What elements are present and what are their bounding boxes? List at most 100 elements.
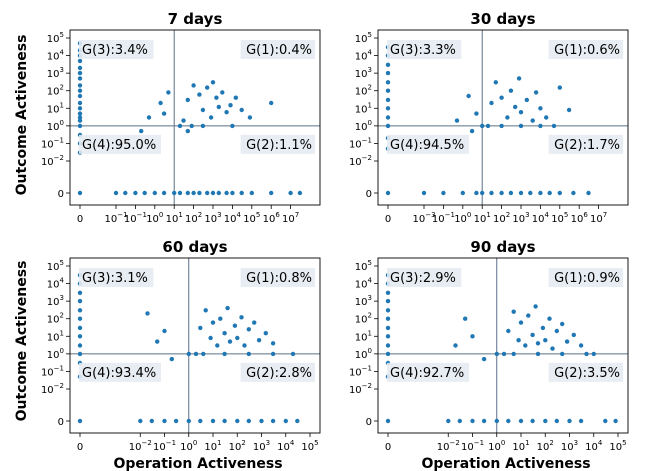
y-tick-label: 0 <box>366 417 372 428</box>
y-tick-label: 10−1 <box>349 136 372 150</box>
scatter-point <box>259 418 264 424</box>
scatter-point <box>185 97 190 103</box>
x-tick-label: 100 <box>454 211 471 225</box>
x-tick-label: 107 <box>590 211 607 225</box>
scatter-point <box>613 418 618 424</box>
quadrant-label-g4: G(4):94.5% <box>390 138 464 153</box>
scatter-point <box>540 325 546 331</box>
scatter-point <box>560 321 565 327</box>
scatter-point <box>145 311 150 316</box>
scatter-point <box>225 305 230 311</box>
scatter-point <box>77 418 83 424</box>
scatter-point <box>133 190 138 196</box>
scatter-point <box>263 331 268 336</box>
scatter-point <box>385 190 391 196</box>
x-tick-label: 10−3 <box>412 211 435 225</box>
scatter-point <box>227 339 233 344</box>
scatter-point <box>77 111 83 116</box>
x-tick-label: 100 <box>488 439 505 453</box>
scatter-point <box>162 328 167 334</box>
plot-frame <box>69 29 321 206</box>
scatter-point <box>469 128 475 134</box>
quadrant-label-g1: G(1):0.6% <box>554 43 620 58</box>
scatter-point <box>270 341 276 346</box>
y-tick-label: 101 <box>47 101 64 115</box>
scatter-point <box>161 111 167 116</box>
panels: 7 days G(3):3.4% G(1):0.4% G(4):95.0% G(2):1… <box>41 10 629 453</box>
quadrant-label-g1: G(1):0.9% <box>554 271 620 286</box>
scatter-point <box>77 106 83 111</box>
scatter-point <box>198 325 203 331</box>
scatter-point <box>162 418 167 424</box>
y-tick-label: 100 <box>47 119 64 133</box>
quadrant-label-bg <box>548 268 623 287</box>
y-tick-label: 0 <box>58 189 64 200</box>
scatter-point <box>161 190 167 196</box>
scatter-point <box>295 418 300 424</box>
scatter-point <box>481 418 487 424</box>
quadrant-label-bg <box>548 134 623 154</box>
y-tick-label: 102 <box>355 312 372 326</box>
x-tick-label: 10−1 <box>124 211 147 225</box>
scatter-point <box>205 85 210 90</box>
y-tick-label: 104 <box>47 277 65 291</box>
scatter-point <box>489 190 494 196</box>
scatter-point <box>385 123 391 129</box>
y-tick-label: 102 <box>47 312 64 326</box>
scatter-point <box>77 290 83 295</box>
y-tick-label: 0 <box>58 417 64 428</box>
scatter-point <box>186 418 191 424</box>
x-tick-label: 104 <box>585 439 603 453</box>
quadrant-label-g4: G(4):92.7% <box>390 366 464 381</box>
quadrant-label-g3: G(3):2.9% <box>390 271 456 286</box>
scatter-point <box>530 118 535 123</box>
scatter-point <box>270 351 276 357</box>
scatter-point <box>530 332 535 338</box>
scatter-point <box>290 351 296 357</box>
x-tick-label: 105 <box>551 211 568 225</box>
scatter-point <box>288 190 293 196</box>
scatter-point <box>210 190 216 196</box>
scatter-point <box>385 334 391 339</box>
scatter-point <box>457 418 462 424</box>
scatter-point <box>186 351 191 357</box>
panel-1: 7 days G(3):3.4% G(1):0.4% G(4):95.0% G(2):1… <box>41 10 321 225</box>
x-tick-label: 107 <box>282 211 299 225</box>
panel-title: 7 days <box>168 10 223 28</box>
y-tick-label: 103 <box>355 66 372 80</box>
scatter-point <box>547 316 552 321</box>
y-tick-label: 102 <box>355 84 372 98</box>
scatter-point <box>494 418 499 424</box>
scatter-point <box>591 351 596 357</box>
scatter-point <box>421 190 427 196</box>
scatter-point <box>208 335 213 341</box>
scatter-point <box>543 418 548 424</box>
x-tick-label: 105 <box>609 439 626 453</box>
x-axis-label-right: Operation Activeness <box>421 456 590 471</box>
y-tick-label: 103 <box>355 294 372 308</box>
x-tick-label: 0 <box>385 214 391 225</box>
scatter-point <box>564 339 570 344</box>
y-tick-label: 10−1 <box>349 364 372 378</box>
x-tick-label: 103 <box>204 211 221 225</box>
scatter-point <box>485 123 491 129</box>
scatter-point <box>603 418 608 424</box>
quadrant-label-bg <box>548 362 623 382</box>
scatter-point <box>453 343 458 348</box>
y-tick-label: 101 <box>355 101 372 115</box>
scatter-point <box>460 190 465 196</box>
y-tick-label: 103 <box>47 66 64 80</box>
scatter-point <box>499 95 504 100</box>
x-tick-label: 104 <box>224 211 242 225</box>
x-tick-label: 10−1 <box>153 439 176 453</box>
x-tick-label: 104 <box>532 211 550 225</box>
y-tick-label: 104 <box>355 49 373 63</box>
quadrant-label-bg <box>387 134 469 154</box>
scatter-point <box>506 418 511 424</box>
scatter-point <box>269 100 274 106</box>
scatter-point <box>216 104 221 110</box>
scatter-point <box>193 351 199 357</box>
scatter-point <box>198 418 203 424</box>
x-tick-label: 100 <box>180 439 197 453</box>
scatter-point <box>516 338 521 343</box>
